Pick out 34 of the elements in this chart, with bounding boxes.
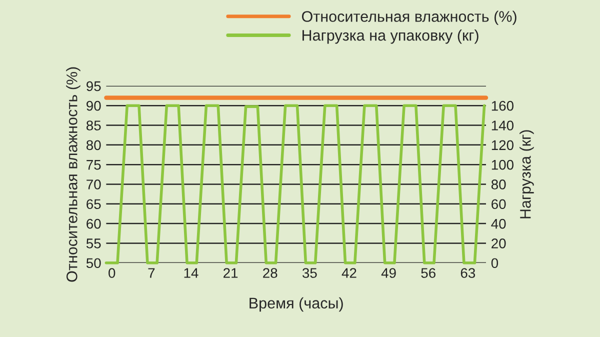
x-tick-label: 35 [302, 268, 317, 278]
y2-tick-label: 20 [492, 238, 506, 248]
y2-tick-label: 40 [491, 218, 506, 229]
x-tick-label: 42 [342, 268, 356, 278]
x-tick-label: 28 [263, 268, 278, 278]
y-tick-label: 50 [86, 258, 101, 268]
y2-tick-label: 80 [491, 180, 506, 190]
y-tick-label: 95 [86, 81, 101, 92]
y2-tick-label: 140 [492, 120, 514, 130]
y-tick-label: 75 [86, 160, 101, 170]
x-tick-label: 14 [184, 268, 198, 278]
y-tick-label: 55 [86, 238, 101, 248]
y-tick-label: 80 [86, 140, 101, 150]
x-tick-label: 0 [108, 268, 116, 278]
legend-label: Нагрузка на упаковку (кг) [302, 30, 478, 44]
y-tick-label: 90 [86, 100, 101, 111]
y2-axis-title: Нагрузка (кг) [520, 130, 534, 218]
y2-tick-label: 60 [492, 199, 506, 210]
x-tick-label: 56 [421, 268, 436, 278]
y-tick-label: 85 [86, 120, 101, 130]
x-axis-title: Время (часы) [250, 297, 343, 312]
y2-tick-label: 120 [492, 140, 514, 150]
y-tick-label: 65 [86, 199, 101, 210]
y-tick-label: 70 [86, 180, 101, 190]
y-axis-title: Относительная влажность (%) [66, 67, 80, 282]
legend-label: Относительная влажность (%) [302, 10, 516, 25]
x-tick-label: 7 [148, 268, 155, 278]
x-tick-label: 21 [224, 268, 238, 278]
x-tick-label: 49 [381, 268, 396, 278]
y2-tick-label: 160 [492, 100, 514, 111]
y2-tick-label: 0 [491, 258, 498, 268]
x-tick-label: 63 [460, 268, 476, 278]
y2-tick-label: 100 [492, 160, 514, 170]
y-tick-label: 60 [86, 218, 101, 229]
